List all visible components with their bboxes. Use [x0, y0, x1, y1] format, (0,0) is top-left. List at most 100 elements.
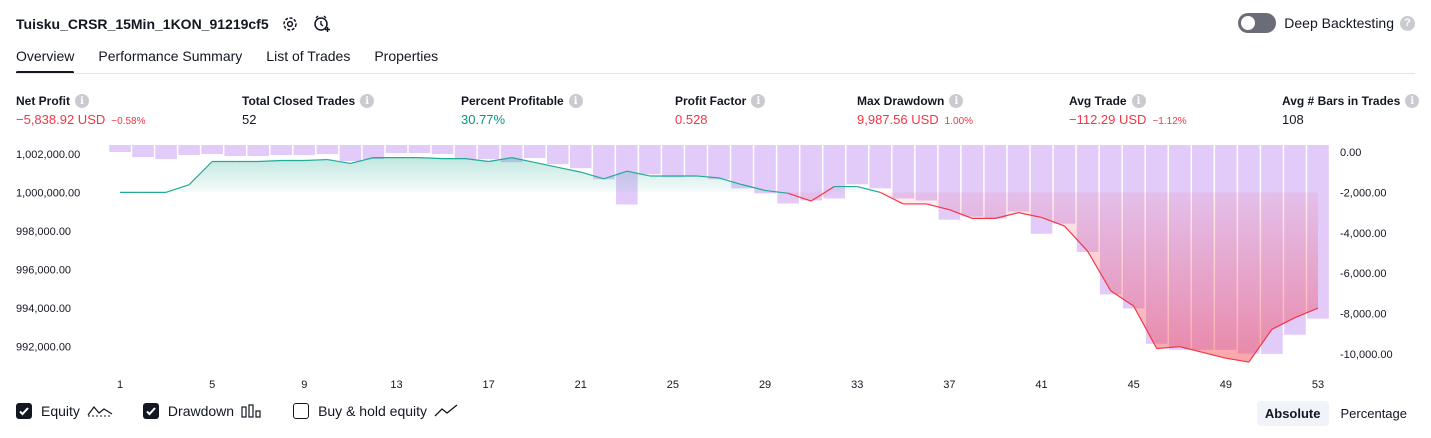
drawdown-bar	[754, 145, 776, 194]
info-icon[interactable]: i	[360, 94, 375, 108]
x-tick-label: 37	[943, 379, 955, 391]
legend-drawdown[interactable]: Drawdown	[142, 403, 263, 419]
toggle-knob	[1241, 16, 1256, 30]
drawdown-bar	[892, 145, 915, 199]
drawdown-bar	[800, 145, 822, 201]
legend-drawdown-label: Drawdown	[167, 403, 235, 419]
x-tick-label: 49	[1220, 379, 1232, 391]
drawdown-bar	[477, 145, 500, 160]
equity-segment	[1087, 250, 1112, 292]
equity-line	[120, 157, 1319, 363]
metric-value: −5,838.92 USD	[16, 112, 106, 127]
drawdown-bar	[546, 145, 569, 165]
drawdown-bar	[593, 145, 615, 180]
chart-legend: Equity Drawdown Buy & hold equity	[16, 403, 488, 419]
legend-equity-label: Equity	[41, 403, 80, 419]
metric-label: Total Closed Trades	[242, 94, 356, 108]
right-tick-label: 0.00	[1340, 147, 1361, 159]
info-icon[interactable]: i	[1131, 94, 1146, 108]
equity-segment	[926, 203, 950, 211]
absolute-button[interactable]: Absolute	[1256, 401, 1329, 426]
equity-segment	[626, 170, 651, 177]
equity-segment	[810, 186, 835, 202]
equity-segment	[765, 189, 789, 194]
tab-properties[interactable]: Properties	[374, 48, 439, 64]
buy-hold-checkbox[interactable]	[293, 403, 310, 419]
equity-fill-negative	[120, 192, 1318, 363]
equity-segment	[258, 159, 282, 163]
metrics-row: Net Profit i −5,838.92 USD −0.58% Total Cl…	[16, 94, 1420, 134]
metric-value: 52	[242, 112, 257, 127]
drawdown-bar	[570, 145, 592, 169]
equity-segment	[1156, 346, 1180, 350]
equity-segment	[787, 192, 812, 202]
left-tick-label: 1,000,000.00	[16, 187, 80, 199]
x-tick-label: 41	[1035, 379, 1047, 391]
info-icon[interactable]: i	[75, 94, 89, 108]
metric-label: Max Drawdown	[857, 94, 945, 108]
tabs-divider	[16, 73, 1415, 74]
legend-buy-hold[interactable]: Buy & hold equity	[293, 403, 458, 419]
equity-segment	[534, 161, 558, 168]
drawdown-bar	[662, 145, 684, 178]
x-tick-label: 21	[575, 379, 587, 391]
metric-percent-profitable: Percent Profitable i 30.77%	[461, 94, 583, 127]
left-tick-label: 994,000.00	[16, 303, 71, 315]
info-icon[interactable]: i	[949, 94, 964, 108]
metric-avg-trade: Avg Trade i −112.29 USD −1.12%	[1069, 94, 1187, 127]
percentage-button[interactable]: Percentage	[1340, 406, 1408, 421]
drawdown-bar	[109, 145, 131, 153]
deep-backtesting-toggle[interactable]	[1238, 13, 1277, 33]
info-icon[interactable]: i	[751, 94, 766, 108]
metric-value: 0.528	[675, 112, 708, 127]
drawdown-bar	[385, 145, 408, 154]
equity-segment	[304, 158, 328, 162]
settings-icon[interactable]	[279, 13, 301, 35]
drawdown-bar	[777, 145, 799, 204]
right-axis: 0.00 -2,000.00 -4,000.00 -6,000.00 -8,000.00…	[1340, 147, 1393, 361]
metric-percent: 1.00%	[944, 116, 974, 127]
equity-segment	[995, 212, 1019, 219]
tab-performance-summary[interactable]: Performance Summary	[98, 48, 243, 64]
drawdown-bar	[408, 145, 431, 154]
metric-value: 108	[1282, 112, 1304, 127]
equity-segment	[188, 161, 213, 186]
equity-area	[120, 157, 1318, 363]
x-tick-label: 5	[209, 379, 215, 391]
drawdown-bar	[339, 145, 362, 162]
metric-label: Profit Factor	[675, 94, 747, 108]
metric-percent: −1.12%	[1152, 116, 1187, 127]
info-icon[interactable]: i	[568, 94, 583, 108]
equity-segment	[718, 177, 743, 186]
equity-chart[interactable]: 1,002,000.00 1,000,000.00 998,000.00 996,00…	[0, 138, 1431, 396]
equity-checkbox[interactable]	[16, 403, 32, 419]
drawdown-bar	[247, 145, 269, 157]
equity-segment	[603, 170, 628, 180]
deep-backtesting: Deep Backtesting ?	[1238, 13, 1415, 33]
equity-segment	[1018, 212, 1042, 219]
drawdown-bar	[155, 145, 177, 160]
left-axis: 1,002,000.00 1,000,000.00 998,000.00 996,00…	[16, 149, 80, 354]
equity-segment	[1248, 328, 1273, 363]
legend-equity[interactable]: Equity	[16, 403, 113, 419]
left-tick-label: 996,000.00	[16, 265, 71, 277]
metric-profit-factor: Profit Factor i 0.528	[675, 94, 766, 127]
equity-segment	[741, 184, 766, 192]
left-tick-label: 998,000.00	[16, 226, 71, 238]
strategy-header: Tuisku_CRSR_15Min_1KON_91219cf5	[16, 12, 333, 36]
info-icon[interactable]: i	[1405, 94, 1420, 108]
left-tick-label: 992,000.00	[16, 342, 71, 354]
right-tick-label: -4,000.00	[1340, 228, 1386, 240]
equity-line-icon	[87, 404, 113, 418]
buy-hold-line-icon	[434, 404, 458, 418]
x-tick-label: 33	[851, 379, 863, 391]
tab-overview[interactable]: Overview	[16, 48, 75, 74]
drawdown-bar	[523, 145, 546, 159]
x-tick-label: 53	[1312, 379, 1324, 391]
add-alert-icon[interactable]	[311, 13, 333, 35]
tab-list-of-trades[interactable]: List of Trades	[266, 48, 351, 64]
help-icon[interactable]: ?	[1400, 15, 1415, 31]
drawdown-checkbox[interactable]	[142, 403, 159, 419]
drawdown-bar	[869, 145, 892, 189]
drawdown-bar	[823, 145, 845, 199]
